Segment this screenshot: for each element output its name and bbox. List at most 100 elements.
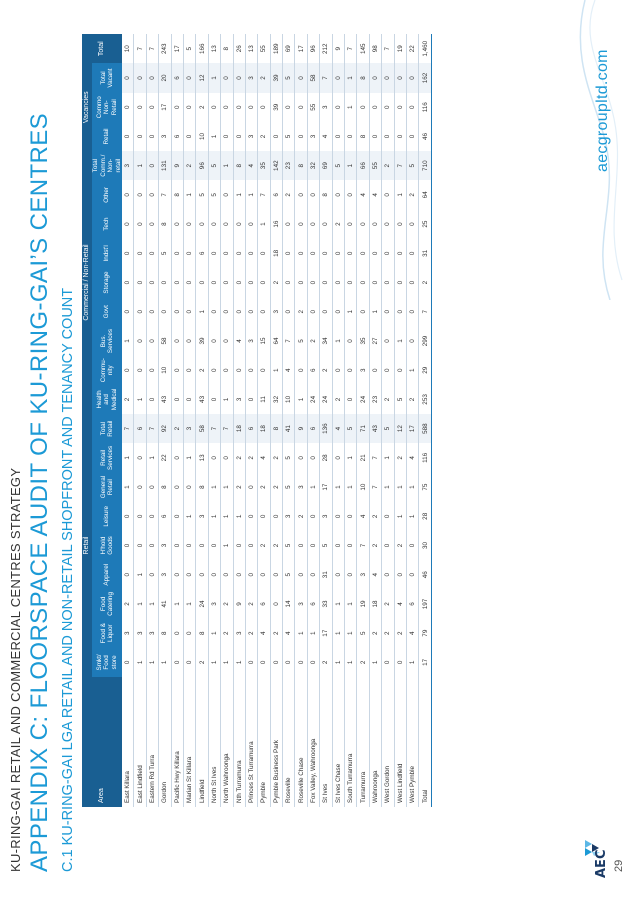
table-cell: 0 xyxy=(122,92,134,122)
table-cell: 20 xyxy=(158,63,172,93)
column-header: Total Vacant xyxy=(92,63,122,93)
table-cell: 9 xyxy=(171,151,184,181)
table-cell: 0 xyxy=(208,443,221,473)
table-cell: 92 xyxy=(158,414,172,444)
table-row: Roseville Chase 0 1 3 0 0 2 3 0 9 1 0 5 2 0 0 0 0 8 0 0 0 17 xyxy=(294,34,308,807)
column-header: Bus. Services xyxy=(92,326,122,356)
table-cell: 0 xyxy=(183,647,196,677)
row-area-label: St Ives xyxy=(319,677,333,807)
table-cell: 0 xyxy=(307,647,320,677)
table-cell: 0 xyxy=(220,121,234,152)
table-cell: 43 xyxy=(195,384,209,415)
table-cell: 2 xyxy=(270,618,283,648)
table-cell: 0 xyxy=(146,238,159,268)
table-cell: 0 xyxy=(208,326,221,356)
table-cell: 0 xyxy=(319,267,333,298)
column-header: Apparel xyxy=(92,560,122,590)
table-cell: 0 xyxy=(245,530,258,561)
table-cell: 7 xyxy=(257,180,271,210)
total-cell: 299 xyxy=(418,326,432,356)
table-cell: 1 xyxy=(220,151,234,181)
column-header: Food & Liquor xyxy=(92,618,122,648)
table-cell: 43 xyxy=(158,384,172,415)
table-cell: 0 xyxy=(381,180,395,210)
table-cell: 0 xyxy=(394,92,407,122)
table-cell: 10 xyxy=(356,472,370,502)
table-cell: 3 xyxy=(307,121,320,152)
table-cell: 0 xyxy=(294,92,308,122)
table-cell: 2 xyxy=(406,180,419,210)
table-row: Pymble 0 4 6 0 2 0 2 4 18 11 0 15 0 0 0 1 7 35 2 0 2 55 xyxy=(257,34,271,807)
table-cell: 1 xyxy=(146,647,159,677)
table-cell: 0 xyxy=(183,238,196,268)
table-cell: 8 xyxy=(195,472,209,502)
table-cell: 2 xyxy=(381,384,395,415)
table-cell: 142 xyxy=(270,151,283,181)
table-cell: 0 xyxy=(381,355,395,385)
table-cell: 0 xyxy=(332,530,345,561)
table-row: St Ives Chase 1 1 1 0 0 0 1 0 4 2 0 1 0 0 0 2 0 5 0 0 0 9 xyxy=(332,34,345,807)
table-cell: 166 xyxy=(195,34,209,64)
table-cell: 1 xyxy=(369,647,382,677)
table-cell: 4 xyxy=(356,180,370,210)
table-cell: 1 xyxy=(344,472,357,502)
table-cell: 41 xyxy=(282,414,295,444)
table-cell: 8 xyxy=(158,209,172,239)
row-area-label: Eastern Rd Turra xyxy=(146,677,159,807)
table-cell: 5 xyxy=(406,151,419,181)
table-cell: 1 xyxy=(133,384,147,415)
table-cell: 3 xyxy=(270,297,283,327)
table-cell: 0 xyxy=(332,560,345,590)
table-cell: 5 xyxy=(394,384,407,415)
table-cell: 0 xyxy=(220,355,234,385)
table-cell: 2 xyxy=(394,530,407,561)
table-cell: 96 xyxy=(195,151,209,181)
table-cell: 13 xyxy=(195,443,209,473)
table-cell: 2 xyxy=(381,589,395,619)
table-cell: 17 xyxy=(319,618,333,648)
table-cell: 32 xyxy=(307,151,320,181)
table-cell: 2 xyxy=(406,384,419,415)
table-cell: 0 xyxy=(282,209,295,239)
table-cell: 8 xyxy=(233,151,246,181)
group-header-row: Area Retail Commercial / Non-Retail Vaca… xyxy=(82,34,122,807)
table-cell: 0 xyxy=(245,472,258,502)
table-cell: 0 xyxy=(332,121,345,152)
group-header-vacancies: Vacancies xyxy=(82,63,92,152)
table-cell: 0 xyxy=(394,267,407,298)
table-cell: 0 xyxy=(183,326,196,356)
table-cell: 12 xyxy=(195,63,209,93)
table-cell: 0 xyxy=(171,297,184,327)
table-cell: 0 xyxy=(158,297,172,327)
table-cell: 7 xyxy=(344,34,357,64)
table-cell: 0 xyxy=(270,589,283,619)
table-cell: 0 xyxy=(233,355,246,385)
company-website[interactable]: aecgroupltd.com xyxy=(594,49,611,172)
table-cell: 5 xyxy=(282,63,295,93)
table-cell: 18 xyxy=(369,589,382,619)
table-cell: 0 xyxy=(122,647,134,677)
table-cell: 58 xyxy=(158,326,172,356)
table-cell: 0 xyxy=(394,355,407,385)
table-cell: 0 xyxy=(245,501,258,531)
row-area-label: Turramurra xyxy=(356,677,370,807)
table-cell: 16 xyxy=(270,209,283,239)
table-cell: 2 xyxy=(220,589,234,619)
table-cell: 24 xyxy=(195,589,209,619)
table-cell: 1 xyxy=(195,297,209,327)
table-cell: 17 xyxy=(406,414,419,444)
table-cell: 0 xyxy=(332,180,345,210)
table-cell: 7 xyxy=(394,151,407,181)
table-cell: 2 xyxy=(183,151,196,181)
table-cell: 0 xyxy=(220,63,234,93)
row-area-label: Pymble xyxy=(257,677,271,807)
total-cell: 64 xyxy=(418,180,432,210)
table-cell: 17 xyxy=(171,34,184,64)
column-header-area: Area xyxy=(82,677,122,807)
table-cell: 7 xyxy=(158,180,172,210)
table-cell: 1 xyxy=(245,180,258,210)
table-cell: 3 xyxy=(146,618,159,648)
table-cell: 2 xyxy=(282,180,295,210)
table-cell: 7 xyxy=(369,472,382,502)
